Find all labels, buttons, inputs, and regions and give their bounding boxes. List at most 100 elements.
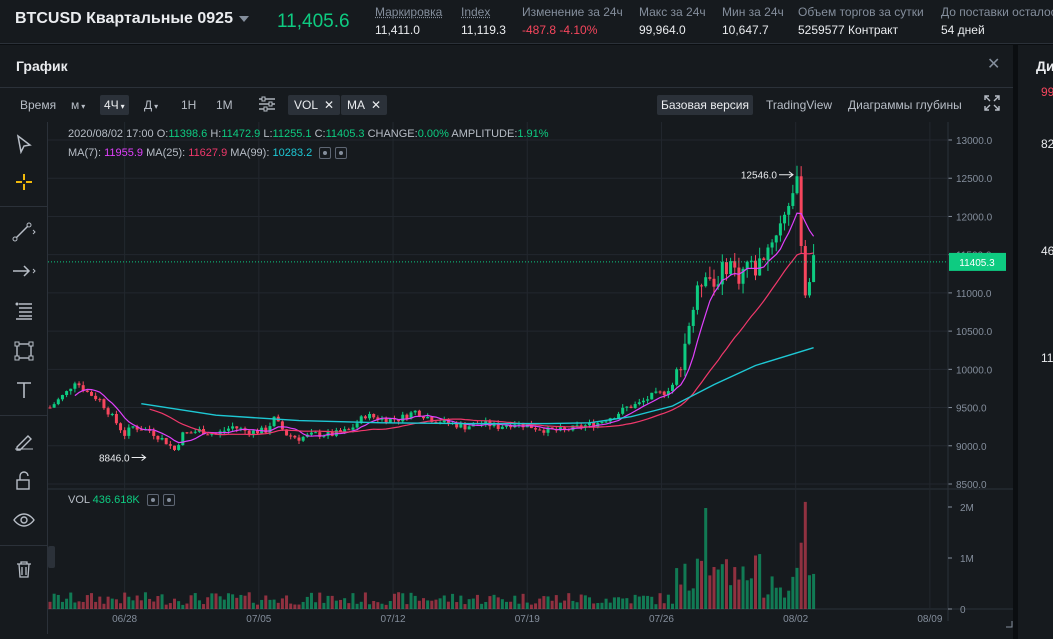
volume-bar — [592, 603, 596, 609]
settings-icon[interactable] — [162, 494, 175, 507]
volume-bar — [202, 604, 206, 609]
symbol-selector[interactable]: BTCUSD Квартальные 0925 — [15, 10, 249, 28]
volume-bar — [687, 590, 691, 609]
arrow-icon[interactable] — [12, 259, 36, 283]
view-depth[interactable]: Диаграммы глубины — [848, 98, 962, 112]
view-tradingview[interactable]: TradingView — [766, 98, 833, 112]
stat-label: Объем торгов за сутки — [798, 5, 924, 19]
eye-icon[interactable] — [12, 508, 36, 532]
stat-label: Макс за 24ч — [639, 5, 706, 19]
volume-bar — [637, 596, 641, 609]
interval-week[interactable]: 1Н — [181, 98, 197, 112]
candle-body — [749, 260, 753, 262]
volume-bar — [301, 601, 305, 609]
volume-bar — [56, 594, 60, 609]
stat-item: Изменение за 24ч -487.8 -4.10% — [522, 5, 623, 37]
stat-label[interactable]: Маркировка — [375, 5, 443, 19]
eye-icon[interactable] — [319, 147, 332, 160]
rectangle-icon[interactable] — [12, 339, 36, 363]
ma25-value: 11627.9 — [188, 147, 228, 159]
candle-body — [65, 391, 69, 396]
volume-bar — [322, 602, 326, 609]
candle-body — [791, 193, 795, 206]
indicator-chip-ma[interactable]: MA ✕ — [341, 95, 388, 115]
chart-canvas[interactable]: 13000.012500.012000.011500.011000.010500… — [48, 122, 1013, 639]
volume-bar — [392, 593, 396, 609]
candle-body — [181, 432, 185, 446]
depth-value: 82,26 — [1041, 137, 1053, 151]
volume-bar — [641, 595, 645, 609]
fullscreen-icon[interactable] — [980, 92, 1004, 117]
time-tick-label: 07/19 — [515, 614, 540, 625]
interval-month[interactable]: 1М — [216, 98, 233, 112]
candle-body — [671, 384, 674, 392]
candle-body — [326, 431, 330, 436]
volume-bar — [235, 597, 239, 609]
volume-bar — [509, 601, 513, 609]
price-chart[interactable]: 13000.012500.012000.011500.011000.010500… — [48, 122, 1013, 639]
candle-body — [384, 418, 388, 423]
volume-bar — [505, 601, 508, 609]
indicator-chip-vol[interactable]: VOL ✕ — [288, 95, 341, 115]
candle-body — [505, 425, 508, 427]
view-basic[interactable]: Базовая версия — [657, 95, 753, 115]
price-tick-label: 9000.0 — [956, 442, 987, 453]
interval-day[interactable]: Д ▾ — [140, 95, 162, 115]
ohlc-change-label: CHANGE: — [367, 128, 418, 140]
stat-value: 5259577 Контракт — [798, 23, 899, 37]
crosshair-icon[interactable] — [12, 170, 36, 194]
settings-icon[interactable] — [335, 147, 348, 160]
volume-bar — [168, 603, 172, 609]
close-icon[interactable]: ✕ — [324, 98, 335, 112]
volume-bar — [326, 595, 330, 609]
fib-lines-icon[interactable] — [12, 299, 36, 323]
stat-item: Объем торгов за сутки 5259577 Контракт — [798, 5, 924, 37]
settings-sliders-icon[interactable] — [254, 93, 280, 115]
candle-body — [289, 435, 293, 437]
divider — [0, 206, 48, 207]
candle-body — [301, 436, 305, 441]
candle-body — [351, 427, 355, 430]
volume-bar — [343, 598, 347, 609]
candle-body — [496, 423, 500, 429]
volume-bar — [239, 594, 243, 609]
collapse-handle — [48, 546, 55, 568]
candle-body — [712, 278, 716, 287]
volume-bar — [401, 593, 405, 609]
candle-body — [69, 388, 73, 392]
candle-body — [355, 423, 359, 428]
ohlc-low: 11255.1 — [272, 128, 312, 140]
close-icon[interactable]: ✕ — [371, 98, 382, 112]
cursor-icon[interactable] — [12, 132, 36, 156]
volume-bar — [309, 592, 313, 609]
trash-icon[interactable] — [12, 557, 36, 581]
volume-bar — [463, 604, 467, 609]
candle-body — [641, 400, 645, 403]
candle-body — [430, 416, 434, 422]
stat-label[interactable]: Index — [461, 5, 491, 19]
price-tick-label: 10000.0 — [956, 365, 993, 376]
volume-bar — [774, 587, 778, 609]
candle-body — [621, 407, 625, 414]
volume-bar — [716, 569, 720, 609]
candle-body — [256, 430, 259, 434]
text-icon[interactable] — [12, 378, 36, 402]
interval-minutes[interactable]: м ▾ — [67, 95, 89, 115]
close-icon[interactable]: ✕ — [987, 56, 1001, 73]
interval-4h[interactable]: 4Ч ▾ — [100, 95, 129, 115]
volume-bar — [430, 600, 434, 609]
magnet-pencil-icon[interactable] — [12, 429, 36, 453]
volume-bar — [492, 594, 496, 609]
candle-body — [77, 383, 81, 386]
eye-icon[interactable] — [146, 494, 159, 507]
volume-bar — [152, 601, 156, 609]
lock-icon[interactable] — [12, 469, 36, 493]
candle-body — [803, 246, 807, 296]
volume-bar — [758, 554, 762, 609]
volume-bar — [778, 587, 782, 609]
current-price-label: 11405.3 — [959, 258, 995, 269]
candle-body — [542, 430, 546, 433]
candle-body — [467, 426, 471, 430]
candle-body — [168, 444, 172, 446]
trend-line-icon[interactable] — [12, 220, 36, 244]
